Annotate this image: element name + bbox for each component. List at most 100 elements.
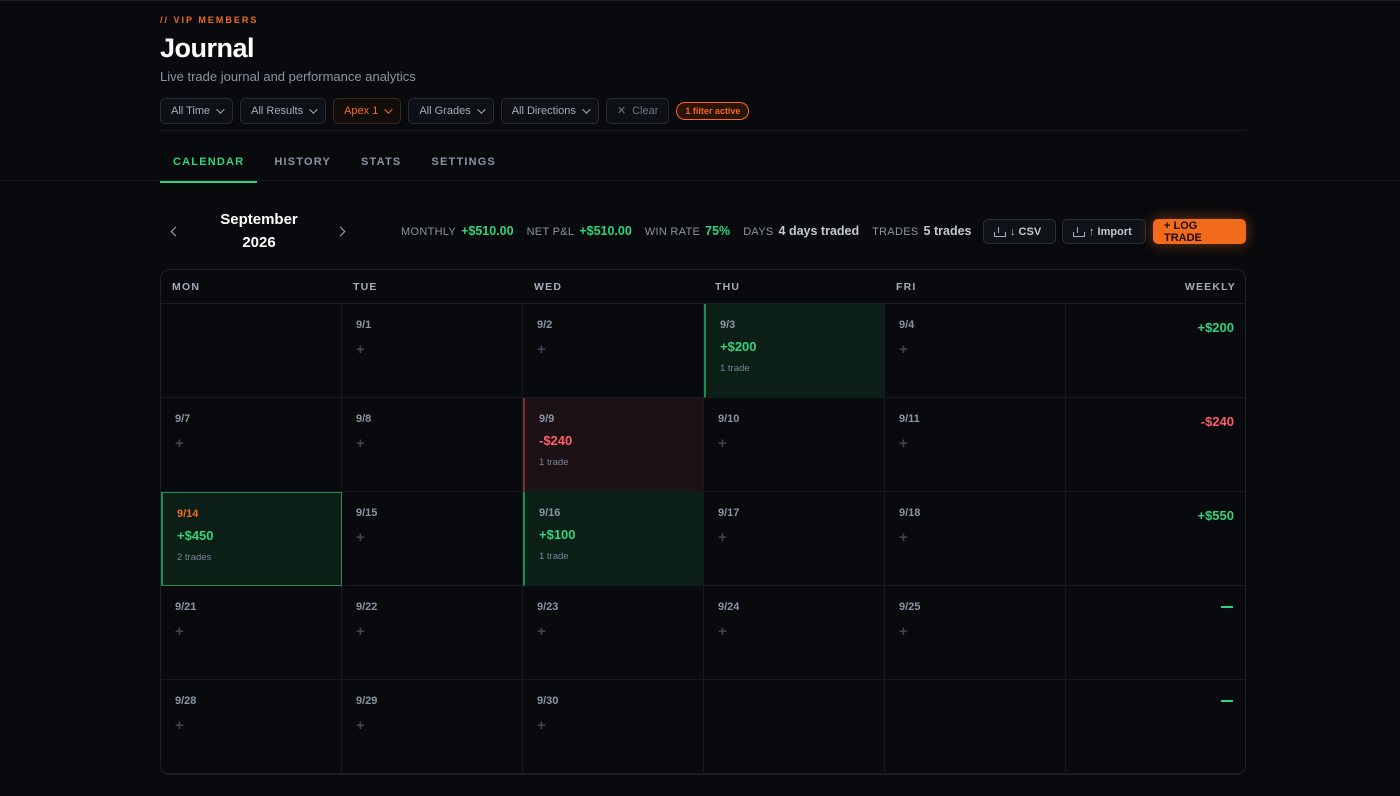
tab-history[interactable]: HISTORY xyxy=(274,156,332,168)
divider xyxy=(160,130,1246,131)
download-icon xyxy=(994,226,1006,237)
csv-label: ↓ CSV xyxy=(1010,225,1042,238)
tab-stats[interactable]: STATS xyxy=(361,156,402,168)
day-date: 9/14 xyxy=(177,508,199,520)
add-trade-icon[interactable]: + xyxy=(899,435,908,452)
win-rate-value: 75% xyxy=(705,224,731,238)
day-cell[interactable]: 9/17 + xyxy=(704,492,885,586)
day-date: 9/9 xyxy=(539,413,555,425)
add-trade-icon[interactable]: + xyxy=(718,623,727,640)
add-trade-icon[interactable]: + xyxy=(356,623,365,640)
day-cell[interactable]: 9/18 + xyxy=(885,492,1066,586)
tab-calendar[interactable]: CALENDAR xyxy=(160,150,258,183)
filter-grades[interactable]: All Grades xyxy=(408,98,494,124)
day-cell[interactable]: 9/3 +$200 1 trade xyxy=(704,304,885,398)
calendar-header-row: MON TUE WED THU FRI WEEKLY xyxy=(161,270,1245,304)
add-trade-icon[interactable]: + xyxy=(899,341,908,358)
add-trade-icon[interactable]: + xyxy=(175,623,184,640)
filter-account[interactable]: Apex 1 xyxy=(333,98,402,124)
day-cell[interactable]: 9/2 + xyxy=(523,304,704,398)
day-cell[interactable]: 9/9 -$240 1 trade xyxy=(523,398,704,492)
add-trade-icon[interactable]: + xyxy=(899,623,908,640)
day-date: 9/30 xyxy=(537,695,559,707)
log-trade-button[interactable]: + LOG TRADE xyxy=(1153,219,1246,244)
win-rate-label: WIN RATE xyxy=(644,226,701,238)
day-cell[interactable]: 9/30 + xyxy=(523,680,704,774)
day-date: 9/18 xyxy=(899,507,921,519)
chevron-down-icon xyxy=(309,105,318,114)
day-cell[interactable]: 9/1 + xyxy=(342,304,523,398)
days-value: 4 days traded xyxy=(778,224,860,238)
day-date: 9/17 xyxy=(718,507,740,519)
day-cell[interactable]: 9/10 + xyxy=(704,398,885,492)
filter-bar: All Time All Results Apex 1 All Grades A… xyxy=(160,98,750,124)
day-trade-count: 1 trade xyxy=(539,551,569,562)
monthly-value: +$510.00 xyxy=(461,224,514,238)
tab-settings[interactable]: SETTINGS xyxy=(431,156,497,168)
day-pnl: -$240 xyxy=(539,433,573,448)
month-title: September 2026 xyxy=(198,208,320,254)
active-filter-badge: 1 filter active xyxy=(676,102,750,120)
trades-value: 5 trades xyxy=(923,224,972,238)
add-trade-icon[interactable]: + xyxy=(537,717,546,734)
filter-account-label: Apex 1 xyxy=(344,105,379,117)
day-date: 9/28 xyxy=(175,695,197,707)
day-cell[interactable]: 9/28 + xyxy=(161,680,342,774)
days-label: DAYS xyxy=(743,226,774,238)
filter-time[interactable]: All Time xyxy=(160,98,234,124)
day-cell[interactable]: 9/14 +$450 2 trades xyxy=(161,492,342,586)
header-tue: TUE xyxy=(353,281,378,293)
upload-icon xyxy=(1073,226,1085,237)
next-month-button[interactable] xyxy=(335,224,351,240)
weekly-empty-dash xyxy=(1221,606,1233,608)
day-date: 9/4 xyxy=(899,319,915,331)
chevron-left-icon xyxy=(170,226,181,237)
day-cell[interactable]: 9/11 + xyxy=(885,398,1066,492)
day-date: 9/24 xyxy=(718,601,740,613)
net-pnl-value: +$510.00 xyxy=(579,224,632,238)
import-label: ↑ Import xyxy=(1089,225,1132,238)
day-trade-count: 1 trade xyxy=(720,363,750,374)
day-cell[interactable]: 9/16 +$100 1 trade xyxy=(523,492,704,586)
day-cell[interactable]: 9/22 + xyxy=(342,586,523,680)
add-trade-icon[interactable]: + xyxy=(356,529,365,546)
add-trade-icon[interactable]: + xyxy=(356,717,365,734)
weekly-total-cell: -$240 xyxy=(1066,398,1245,492)
day-date: 9/1 xyxy=(356,319,372,331)
add-trade-icon[interactable]: + xyxy=(718,435,727,452)
weekly-empty-dash xyxy=(1221,700,1233,702)
section-eyebrow: // VIP MEMBERS xyxy=(160,15,259,25)
add-trade-icon[interactable]: + xyxy=(175,435,184,452)
header-wed: WED xyxy=(534,281,563,293)
day-cell[interactable]: 9/23 + xyxy=(523,586,704,680)
add-trade-icon[interactable]: + xyxy=(537,623,546,640)
top-border xyxy=(0,0,1400,1)
day-date: 9/29 xyxy=(356,695,378,707)
day-cell[interactable]: 9/24 + xyxy=(704,586,885,680)
export-csv-button[interactable]: ↓ CSV xyxy=(983,219,1056,244)
day-trade-count: 2 trades xyxy=(177,552,212,563)
day-cell[interactable]: 9/25 + xyxy=(885,586,1066,680)
prev-month-button[interactable] xyxy=(166,224,182,240)
net-pnl-label: NET P&L xyxy=(526,226,575,238)
day-cell[interactable]: 9/21 + xyxy=(161,586,342,680)
add-trade-icon[interactable]: + xyxy=(356,435,365,452)
day-cell[interactable]: 9/7 + xyxy=(161,398,342,492)
filter-results[interactable]: All Results xyxy=(240,98,327,124)
add-trade-icon[interactable]: + xyxy=(899,529,908,546)
add-trade-icon[interactable]: + xyxy=(537,341,546,358)
day-cell[interactable]: 9/29 + xyxy=(342,680,523,774)
day-cell[interactable]: 9/4 + xyxy=(885,304,1066,398)
day-date: 9/8 xyxy=(356,413,372,425)
filter-directions[interactable]: All Directions xyxy=(500,98,599,124)
import-button[interactable]: ↑ Import xyxy=(1062,219,1146,244)
day-cell[interactable]: 9/8 + xyxy=(342,398,523,492)
close-icon: ✕ xyxy=(616,104,627,117)
day-date: 9/23 xyxy=(537,601,559,613)
day-cell[interactable]: 9/15 + xyxy=(342,492,523,586)
add-trade-icon[interactable]: + xyxy=(175,717,184,734)
add-trade-icon[interactable]: + xyxy=(718,529,727,546)
day-date: 9/3 xyxy=(720,319,736,331)
clear-filters-button[interactable]: ✕ Clear xyxy=(605,98,670,124)
add-trade-icon[interactable]: + xyxy=(356,341,365,358)
